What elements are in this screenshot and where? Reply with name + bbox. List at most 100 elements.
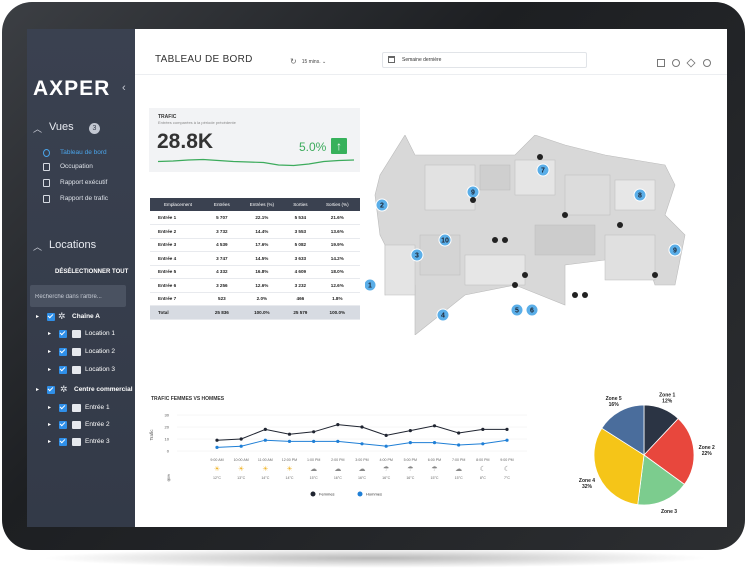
map-zone-marker[interactable]	[536, 163, 550, 177]
sidebar-item-rapport-de-trafic[interactable]: Rapport de trafic	[43, 194, 135, 204]
table-cell: Entrée 4	[150, 251, 207, 266]
sidebar-item-rapport-executif[interactable]: Rapport exécutif	[43, 178, 135, 188]
gear-icon[interactable]	[672, 59, 680, 67]
map-entrance-dot[interactable]	[522, 272, 528, 278]
table-header-cell[interactable]: Sorties	[286, 198, 315, 211]
weather-sun-icon: ☀	[238, 465, 244, 473]
table-header-cell[interactable]: Sorties (%)	[314, 198, 360, 211]
tree-item-label: Location 3	[85, 366, 115, 373]
expand-arrow-icon[interactable]: ▸	[48, 405, 52, 411]
map-zone-marker[interactable]	[633, 188, 647, 202]
data-point	[263, 438, 267, 442]
map-zone-marker[interactable]	[525, 303, 539, 317]
tree-item-centre-commercial[interactable]: ▸ Centre commercial	[27, 383, 135, 396]
map-entrance-dot[interactable]	[492, 237, 498, 243]
table-header-cell[interactable]: Entrées	[206, 198, 238, 211]
map-entrance-dot[interactable]	[470, 197, 476, 203]
tree-checkbox[interactable]	[59, 366, 67, 374]
map-zone-marker[interactable]	[365, 278, 377, 292]
map-store-block[interactable]	[604, 234, 656, 281]
collapse-sidebar-icon[interactable]: ‹	[122, 82, 126, 94]
table-cell: Entrée 7	[150, 292, 207, 306]
map-store-block[interactable]	[534, 224, 596, 256]
map-entrance-dot[interactable]	[562, 212, 568, 218]
tree-item-location-1[interactable]: ▸ Location 1	[27, 328, 135, 340]
temperature-label: 15°C	[455, 476, 463, 480]
tree-item-entree-2[interactable]: ▸ Entrée 2	[27, 419, 135, 431]
tree-item-entree-1[interactable]: ▸ Entrée 1	[27, 402, 135, 414]
tree-checkbox[interactable]	[59, 330, 67, 338]
expand-arrow-icon[interactable]: ▸	[48, 367, 52, 373]
section-locations-label: Locations	[49, 239, 97, 251]
map-zone-marker[interactable]	[510, 303, 524, 317]
table-header-cell[interactable]: Entrées (%)	[237, 198, 287, 211]
map-zone-marker[interactable]	[375, 198, 389, 212]
map-store-block[interactable]	[424, 164, 476, 211]
report-icon[interactable]	[657, 59, 665, 67]
date-range-value: Semaine dernière	[402, 57, 442, 63]
traffic-kpi-card: TRAFIC Entrées comparées à la période pr…	[149, 108, 360, 172]
map-store-block[interactable]	[514, 159, 556, 196]
table-cell: 4 609	[286, 265, 315, 279]
tree-checkbox[interactable]	[47, 386, 55, 394]
refresh-icon: ↻	[290, 57, 297, 66]
pie-label-zone-2: Zone 2	[699, 445, 715, 451]
table-cell: 17.6%	[237, 238, 287, 252]
data-point	[239, 444, 243, 448]
tree-item-label: Centre commercial	[74, 386, 133, 393]
tree-checkbox[interactable]	[59, 421, 67, 429]
temperature-label: 13°C	[237, 476, 245, 480]
tree-item-entree-3[interactable]: ▸ Entrée 3	[27, 436, 135, 448]
expand-arrow-icon[interactable]: ▸	[48, 349, 52, 355]
tree-search-input[interactable]	[30, 286, 126, 308]
expand-arrow-icon[interactable]: ▸	[48, 422, 52, 428]
sidebar-item-occupation[interactable]: Occupation	[43, 162, 135, 172]
map-entrance-dot[interactable]	[582, 292, 588, 298]
map-store-block[interactable]	[479, 164, 511, 191]
weather-cloud-icon: ☁	[455, 466, 462, 473]
legend-swatch	[310, 491, 316, 497]
map-zone-marker[interactable]	[410, 248, 424, 262]
expand-arrow-icon[interactable]: ▸	[36, 387, 40, 393]
table-cell: 12.6%	[314, 278, 360, 293]
temperature-label: 16°C	[358, 476, 366, 480]
tree-checkbox[interactable]	[47, 313, 55, 321]
expand-arrow-icon[interactable]: ▸	[48, 331, 52, 337]
map-store-block[interactable]	[384, 244, 416, 296]
tree-checkbox[interactable]	[59, 348, 67, 356]
user-icon[interactable]	[703, 59, 711, 67]
pie-slice-zone-2[interactable]	[643, 417, 695, 485]
date-range-picker[interactable]: Semaine dernière	[382, 52, 587, 68]
tree-item-location-3[interactable]: ▸ Location 3	[27, 364, 135, 376]
map-zone-marker[interactable]	[668, 243, 682, 257]
map-entrance-dot[interactable]	[652, 272, 658, 278]
refresh-interval-dropdown[interactable]: ↻ 15 mins. ⌄	[290, 57, 326, 66]
data-point	[408, 441, 412, 445]
diamond-icon[interactable]	[686, 58, 696, 68]
expand-arrow-icon[interactable]: ▸	[48, 439, 52, 445]
expand-arrow-icon[interactable]: ▸	[36, 314, 40, 320]
sidebar-item-tableau-de-bord[interactable]: Tableau de bord	[43, 148, 135, 158]
map-entrance-dot[interactable]	[502, 237, 508, 243]
map-entrance-dot[interactable]	[617, 222, 623, 228]
table-cell: 16.8%	[237, 265, 287, 279]
line-chart-title: TRAFIC FEMMES VS HOMMES	[151, 396, 225, 402]
map-zone-marker[interactable]	[436, 308, 450, 322]
floor-plan-map[interactable]: 1 2 3 4 5 6 7 8 9 9 10	[365, 135, 695, 335]
map-entrance-dot[interactable]	[572, 292, 578, 298]
table-header-cell[interactable]: Emplacement	[150, 198, 207, 211]
tree-checkbox[interactable]	[59, 404, 67, 412]
map-entrance-dot[interactable]	[512, 282, 518, 288]
map-store-block[interactable]	[564, 174, 611, 216]
tree-item-label: Location 2	[85, 348, 115, 355]
map-entrance-dot[interactable]	[537, 154, 543, 160]
map-zone-marker[interactable]	[438, 233, 452, 247]
pie-slice-zone-5[interactable]	[601, 404, 645, 456]
tree-item-location-2[interactable]: ▸ Location 2	[27, 346, 135, 358]
deselect-all-button[interactable]: DÉSÉLECTIONNER TOUT	[55, 269, 129, 275]
pie-slice-zone-3[interactable]	[637, 454, 686, 506]
tree-item-chaine-a[interactable]: ▸ Chaîne A	[27, 310, 135, 323]
tree-checkbox[interactable]	[59, 438, 67, 446]
map-store-block[interactable]	[464, 254, 526, 286]
tree-search-field[interactable]	[30, 285, 126, 308]
